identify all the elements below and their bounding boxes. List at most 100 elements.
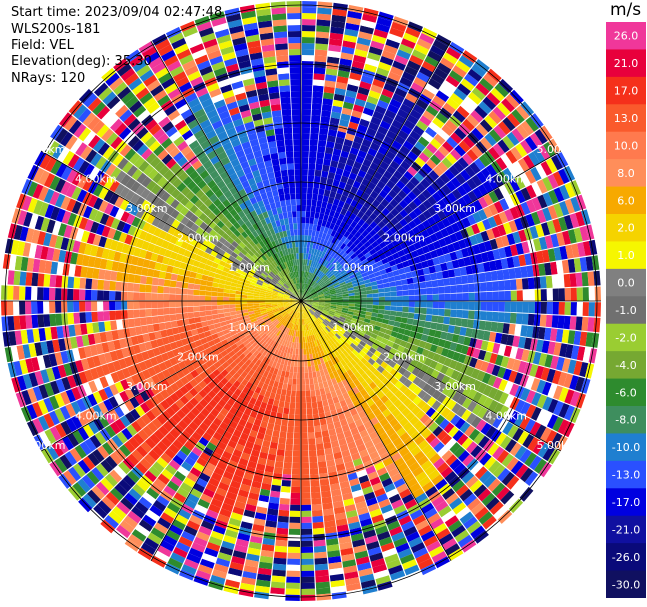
radar-gate: [229, 297, 236, 301]
radar-gate: [37, 273, 45, 287]
radar-gate: [349, 243, 357, 251]
radar-gate: [52, 144, 65, 159]
radar-gate: [237, 226, 245, 234]
radar-gate: [235, 301, 242, 305]
radar-gate: [419, 281, 427, 289]
radar-gate: [241, 297, 248, 301]
radar-gate: [417, 203, 428, 213]
radar-gate: [79, 289, 86, 301]
radar-gate: [344, 210, 352, 218]
radar-gate: [540, 161, 553, 176]
radar-gate: [301, 486, 311, 493]
radar-gate: [293, 438, 301, 445]
radar-gate: [344, 28, 359, 37]
radar-gate: [188, 317, 196, 325]
radar-gate: [370, 116, 382, 126]
radar-gate: [75, 142, 88, 157]
radar-gate: [577, 242, 586, 257]
radar-gate: [247, 204, 255, 213]
radar-gate: [509, 178, 521, 192]
radar-gate: [307, 299, 313, 301]
radar-gate: [559, 201, 570, 216]
radar-gate: [167, 88, 181, 100]
radar-gate: [366, 167, 376, 177]
radar-gate: [383, 262, 391, 269]
radar-gate: [306, 241, 311, 248]
radar-gate: [261, 283, 269, 288]
radar-gate: [214, 146, 225, 156]
radar-gate: [304, 283, 308, 290]
radar-gate: [277, 280, 284, 286]
radar-gate: [347, 287, 354, 291]
radar-gate: [282, 276, 287, 283]
radar-gate: [72, 157, 85, 172]
radar-gate: [315, 437, 323, 445]
radar-gate: [296, 372, 301, 379]
radar-gate: [277, 273, 283, 279]
radar-gate: [446, 47, 462, 60]
radar-gate: [210, 155, 220, 165]
radar-gate: [369, 162, 379, 172]
radar-gate: [271, 240, 277, 248]
radar-gate: [1, 269, 9, 285]
radar-gate: [31, 301, 38, 315]
radar-gate: [112, 230, 122, 241]
radar-gate: [474, 282, 481, 292]
radar-gate: [307, 187, 313, 194]
radar-gate: [309, 462, 318, 469]
radar-gate: [312, 299, 319, 301]
radar-gate: [306, 402, 312, 409]
radar-gate: [155, 209, 166, 220]
radar-gate: [567, 258, 576, 273]
radar-gate: [250, 107, 262, 116]
radar-gate: [233, 248, 241, 255]
radar-gate: [347, 10, 363, 20]
radar-gate: [535, 224, 545, 238]
radar-gate: [301, 91, 312, 98]
radar-gate: [177, 103, 190, 115]
radar-gate: [520, 101, 535, 116]
radar-gate: [416, 38, 432, 50]
radar-gate: [276, 139, 285, 147]
radar-gate: [377, 220, 386, 229]
radar-gate: [161, 153, 173, 165]
radar-gate: [273, 399, 280, 407]
radar-gate: [430, 249, 438, 259]
radar-gate: [302, 271, 305, 278]
radar-gate: [362, 275, 370, 281]
radar-gate: [109, 180, 120, 193]
radar-gate: [335, 218, 342, 227]
radar-gate: [207, 211, 217, 221]
radar-gate: [329, 288, 336, 292]
radar-gate: [484, 133, 497, 147]
radar-gate: [92, 234, 102, 246]
radar-gate: [306, 271, 309, 278]
radar-gate: [120, 68, 136, 82]
radar-gate: [383, 82, 397, 93]
radar-gate: [175, 192, 186, 203]
radar-gate: [462, 284, 469, 293]
radar-gate: [338, 181, 347, 189]
radar-gate: [452, 200, 463, 211]
radar-gate: [288, 175, 295, 182]
radar-gate: [112, 153, 124, 167]
radar-gate: [379, 189, 388, 199]
radar-gate: [239, 4, 255, 14]
radar-gate: [57, 223, 67, 237]
radar-gate: [103, 311, 110, 321]
radar-gate: [367, 181, 377, 191]
radar-gate: [456, 284, 463, 293]
radar-gate: [286, 229, 291, 237]
radar-gate: [230, 282, 238, 287]
radar-gate: [143, 97, 157, 110]
radar-gate: [260, 272, 267, 278]
radar-gate: [269, 215, 275, 223]
radar-gate: [115, 310, 122, 320]
radar-gate: [105, 215, 115, 228]
radar-gate: [285, 242, 290, 249]
radar-gate: [68, 100, 83, 116]
radar-gate: [217, 131, 228, 141]
radar-gate: [169, 147, 181, 158]
radar-gate: [66, 198, 77, 212]
radar-gate: [413, 216, 422, 226]
